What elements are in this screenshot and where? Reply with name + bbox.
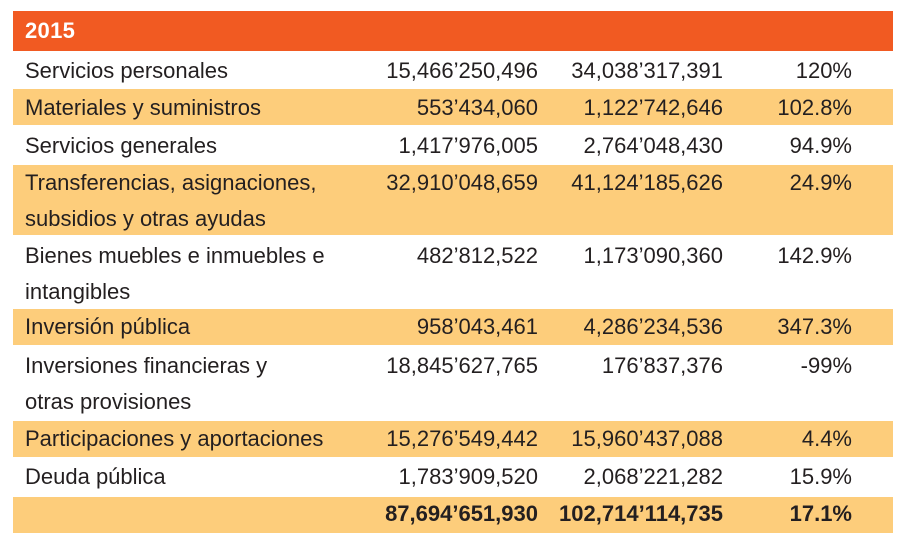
concept-cell: Materiales y suministros [25, 95, 261, 120]
total-value-a: 87,694’651,930 [385, 501, 538, 526]
value-a-cell: 18,845’627,765 [386, 353, 538, 378]
value-a-cell: 15,276’549,442 [386, 426, 538, 451]
table-row: Participaciones y aportaciones 15,276’54… [13, 421, 893, 459]
value-b-cell: 2,068’221,282 [583, 464, 723, 489]
change-cell: 94.9% [789, 133, 852, 158]
change-cell: 102.8% [777, 95, 852, 120]
concept-cell: Servicios personales [25, 58, 228, 83]
change-cell: 120% [795, 58, 852, 83]
change-cell: 15.9% [789, 464, 852, 489]
value-a-cell: 15,466’250,496 [386, 58, 538, 83]
total-row: 87,694’651,930 102,714’114,735 17.1% [13, 497, 893, 533]
value-a-cell: 553’434,060 [416, 95, 538, 120]
table-row: Servicios personales 15,466’250,496 34,0… [13, 51, 893, 89]
value-b-cell: 1,173’090,360 [583, 243, 723, 268]
total-value-b: 102,714’114,735 [559, 501, 723, 526]
row-divider [13, 125, 893, 127]
change-cell: 24.9% [789, 170, 852, 195]
table-header: 2015 [13, 11, 893, 51]
year-label: 2015 [25, 18, 76, 43]
table-row: Inversiones financieras y otras provisio… [13, 347, 893, 421]
table-row: Servicios generales 1,417’976,005 2,764’… [13, 127, 893, 165]
value-b-cell: 34,038’317,391 [571, 58, 723, 83]
concept-cell: Transferencias, asignaciones, subsidios … [25, 170, 317, 231]
change-cell: 347.3% [777, 314, 852, 339]
value-a-cell: 1,783’909,520 [398, 464, 538, 489]
value-a-cell: 1,417’976,005 [398, 133, 538, 158]
value-b-cell: 15,960’437,088 [571, 426, 723, 451]
change-cell: -99% [800, 353, 852, 378]
concept-cell: Participaciones y aportaciones [25, 426, 324, 451]
change-cell: 4.4% [801, 426, 852, 451]
value-b-cell: 2,764’048,430 [583, 133, 723, 158]
concept-cell: Inversiones financieras y otras provisio… [25, 353, 268, 414]
value-b-cell: 41,124’185,626 [571, 170, 723, 195]
table-row: Bienes muebles e inmuebles e intangibles… [13, 237, 893, 309]
concept-cell: Inversión pública [25, 314, 191, 339]
row-divider [13, 345, 893, 347]
table-row: Inversión pública 958’043,461 4,286’234,… [13, 309, 893, 347]
value-b-cell: 4,286’234,536 [583, 314, 723, 339]
value-b-cell: 1,122’742,646 [583, 95, 723, 120]
value-a-cell: 958’043,461 [416, 314, 538, 339]
row-divider [13, 235, 893, 237]
table-row: Transferencias, asignaciones, subsidios … [13, 165, 893, 237]
value-a-cell: 482’812,522 [416, 243, 538, 268]
table-row: Deuda pública 1,783’909,520 2,068’221,28… [13, 459, 893, 497]
value-b-cell: 176’837,376 [601, 353, 723, 378]
concept-cell: Servicios generales [25, 133, 217, 158]
change-cell: 142.9% [777, 243, 852, 268]
concept-cell: Deuda pública [25, 464, 166, 489]
value-a-cell: 32,910’048,659 [386, 170, 538, 195]
total-change: 17.1% [789, 501, 852, 526]
row-divider [13, 457, 893, 459]
table-row: Materiales y suministros 553’434,060 1,1… [13, 89, 893, 127]
concept-cell: Bienes muebles e inmuebles e intangibles [25, 243, 325, 304]
